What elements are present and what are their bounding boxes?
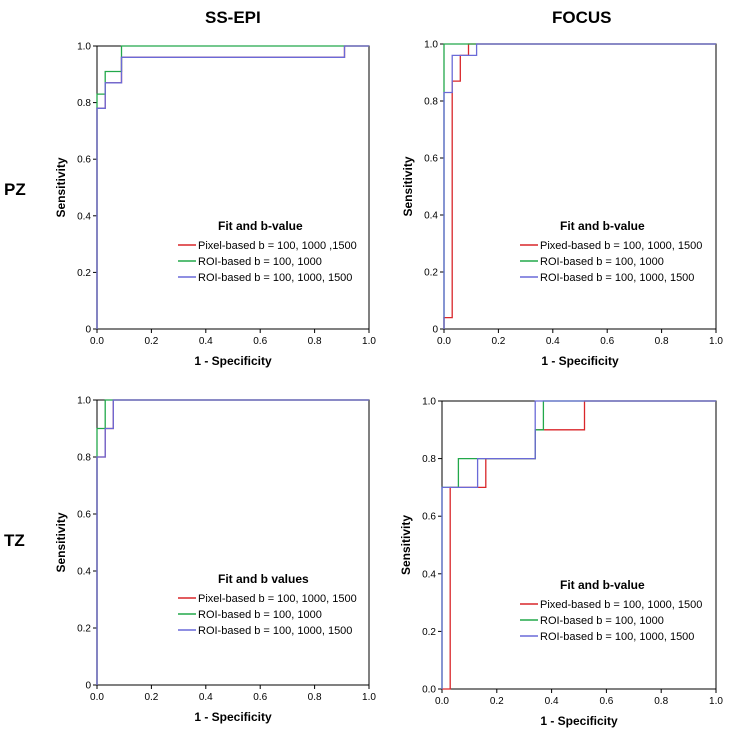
x-tick-label: 0.6 (253, 336, 267, 347)
legend-entry: ROI-based b = 100, 1000 (540, 256, 664, 268)
y-tick-label: 1.0 (424, 40, 438, 51)
x-tick-label: 1.0 (709, 336, 723, 347)
x-tick-label: 0.2 (491, 336, 505, 347)
roc-curve-red (443, 43, 716, 329)
y-tick-label: 0 (432, 325, 438, 336)
x-axis-label: 1 - Specificity (194, 710, 272, 724)
y-tick-label: 0.8 (77, 98, 91, 109)
legend-entry: ROI-based b = 100, 1000, 1500 (540, 272, 694, 284)
y-tick-label: 0.2 (424, 268, 438, 279)
roc-panel-3: 0.0 0.2 0.4 0.6 0.8 1.0 0 0.2 0.4 0.6 0.8 1.0 1 - Sp… (54, 396, 376, 725)
y-axis-label: Sensitivity (399, 515, 413, 575)
x-tick-label: 0.2 (144, 336, 158, 347)
y-tick-label: 0.2 (77, 268, 91, 279)
roc-curve-green (441, 400, 716, 689)
y-tick-label: 0.0 (422, 685, 436, 696)
x-tick-label: 1.0 (362, 336, 376, 347)
row-title-pz: PZ (4, 180, 26, 199)
x-tick-label: 0.4 (199, 692, 213, 703)
roc-curve-green (96, 399, 369, 685)
y-tick-label: 0 (85, 681, 91, 692)
legend-entry: ROI-based b = 100, 1000, 1500 (540, 631, 694, 643)
plot-frame (96, 45, 370, 330)
y-tick-label: 0.8 (424, 97, 438, 108)
roc-curve-green (443, 43, 716, 329)
plot-frame (443, 43, 717, 330)
x-tick-label: 0.4 (199, 336, 213, 347)
x-tick-label: 0.8 (308, 692, 322, 703)
legend-entry: ROI-based b = 100, 1000 (198, 609, 322, 621)
x-tick-label: 0.4 (545, 696, 559, 707)
legend-entry: Pixed-based b = 100, 1000, 1500 (540, 599, 702, 611)
legend-entry: ROI-based b = 100, 1000, 1500 (198, 625, 352, 637)
x-axis-label: 1 - Specificity (540, 714, 618, 728)
y-tick-label: 0 (85, 325, 91, 336)
x-tick-label: 0.2 (144, 692, 158, 703)
plot-frame (441, 400, 717, 690)
x-tick-label: 0.6 (600, 336, 614, 347)
roc-panel-4: 0.0 0.2 0.4 0.6 0.8 1.0 0.0 0.2 0.4 0.6 0.8 1.0 1 - … (399, 397, 723, 729)
legend-entry: ROI-based b = 100, 1000, 1500 (198, 272, 352, 284)
x-tick-label: 0.0 (435, 696, 449, 707)
x-tick-label: 0.2 (490, 696, 504, 707)
y-tick-label: 0.4 (77, 211, 91, 222)
y-tick-label: 0.2 (422, 627, 436, 638)
legend-title: Fit and b-value (560, 578, 645, 592)
legend-title: Fit and b-value (218, 219, 303, 233)
legend-title: Fit and b values (218, 572, 309, 586)
y-tick-label: 0.6 (77, 155, 91, 166)
y-tick-label: 0.6 (77, 510, 91, 521)
legend-entry: ROI-based b = 100, 1000 (198, 256, 322, 268)
x-tick-label: 0.0 (437, 336, 451, 347)
x-tick-label: 0.0 (90, 336, 104, 347)
y-tick-label: 0.2 (77, 624, 91, 635)
y-tick-label: 1.0 (422, 397, 436, 408)
plot-frame (96, 399, 370, 686)
x-tick-label: 0.8 (655, 336, 669, 347)
column-title-ss-epi: SS-EPI (205, 8, 261, 27)
roc-curve-blue (96, 45, 369, 329)
legend-entry: Pixel-based b = 100, 1000, 1500 (198, 593, 357, 605)
y-tick-label: 0.8 (77, 453, 91, 464)
x-tick-label: 0.6 (253, 692, 267, 703)
y-tick-label: 0.8 (422, 454, 436, 465)
x-tick-label: 1.0 (709, 696, 723, 707)
y-axis-label: Sensitivity (401, 156, 415, 216)
roc-curve-blue (443, 43, 716, 329)
roc-panel-1: 0.0 0.2 0.4 0.6 0.8 1.0 0 0.2 0.4 0.6 0.8 1.0 1 - Sp… (54, 42, 376, 369)
column-title-focus: FOCUS (552, 8, 612, 27)
y-tick-label: 0.4 (422, 569, 436, 580)
x-axis-label: 1 - Specificity (541, 354, 619, 368)
legend-entry: ROI-based b = 100, 1000 (540, 615, 664, 627)
roc-curve-red (442, 400, 716, 690)
x-tick-label: 0.8 (654, 696, 668, 707)
row-title-tz: TZ (4, 531, 25, 550)
roc-panel-2: 0.0 0.2 0.4 0.6 0.8 1.0 0 0.2 0.4 0.6 0.8 1.0 1 - Sp… (401, 40, 723, 369)
y-tick-label: 0.4 (424, 211, 438, 222)
roc-curve-blue (441, 400, 716, 689)
roc-curve-red (96, 45, 369, 329)
x-tick-label: 0.6 (599, 696, 613, 707)
x-tick-label: 0.8 (308, 336, 322, 347)
legend-entry: Pixel-based b = 100, 1000 ,1500 (198, 240, 357, 252)
y-axis-label: Sensitivity (54, 157, 68, 217)
x-tick-label: 0.0 (90, 692, 104, 703)
y-axis-label: Sensitivity (54, 512, 68, 572)
x-tick-label: 0.4 (546, 336, 560, 347)
roc-curve-green (96, 45, 369, 329)
roc-curve-blue (96, 399, 369, 685)
roc-curve-red (96, 399, 369, 685)
y-tick-label: 0.6 (424, 154, 438, 165)
legend-title: Fit and b-value (560, 219, 645, 233)
y-tick-label: 0.6 (422, 512, 436, 523)
legend-entry: Pixed-based b = 100, 1000, 1500 (540, 240, 702, 252)
x-tick-label: 1.0 (362, 692, 376, 703)
y-tick-label: 1.0 (77, 42, 91, 53)
y-tick-label: 0.4 (77, 567, 91, 578)
y-tick-label: 1.0 (77, 396, 91, 407)
x-axis-label: 1 - Specificity (194, 354, 272, 368)
